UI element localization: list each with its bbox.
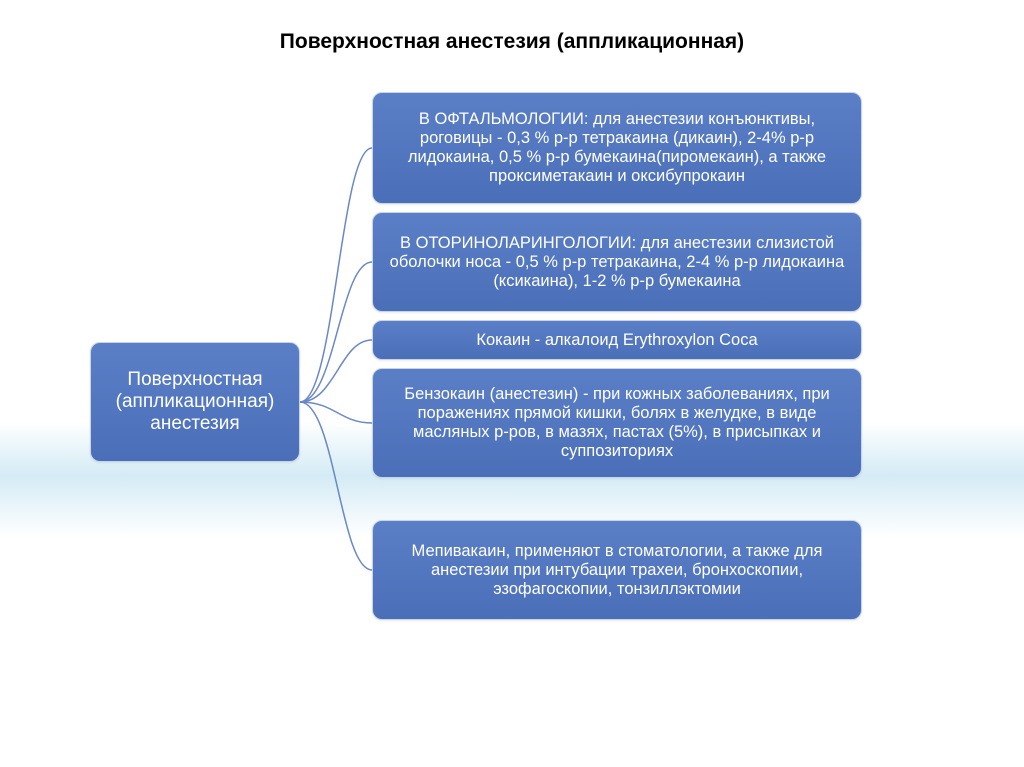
root-node-label: Поверхностная (аппликационная) анестезия — [105, 369, 285, 435]
child-node-label: В ОТОРИНОЛАРИНГОЛОГИИ: для анестезии сли… — [389, 234, 845, 291]
child-node-label: Кокаин - алкалоид Erythroxylon Coca — [476, 331, 757, 350]
hierarchy-diagram: Поверхностная (аппликационная) анестезия… — [0, 72, 1024, 752]
child-node-label: Бензокаин (анестезин) - при кожных забол… — [389, 385, 845, 461]
root-node: Поверхностная (аппликационная) анестезия — [90, 342, 300, 462]
child-node: Мепивакаин, применяют в стоматологии, а … — [372, 520, 862, 620]
child-node: В ОФТАЛЬМОЛОГИИ: для анестезии конъюнкти… — [372, 92, 862, 204]
child-node: Бензокаин (анестезин) - при кожных забол… — [372, 368, 862, 478]
child-node: Кокаин - алкалоид Erythroxylon Coca — [372, 320, 862, 360]
page-title: Поверхностная анестезия (аппликационная) — [0, 0, 1024, 72]
child-node: В ОТОРИНОЛАРИНГОЛОГИИ: для анестезии сли… — [372, 212, 862, 312]
child-node-label: Мепивакаин, применяют в стоматологии, а … — [389, 542, 845, 599]
child-node-label: В ОФТАЛЬМОЛОГИИ: для анестезии конъюнкти… — [389, 110, 845, 186]
